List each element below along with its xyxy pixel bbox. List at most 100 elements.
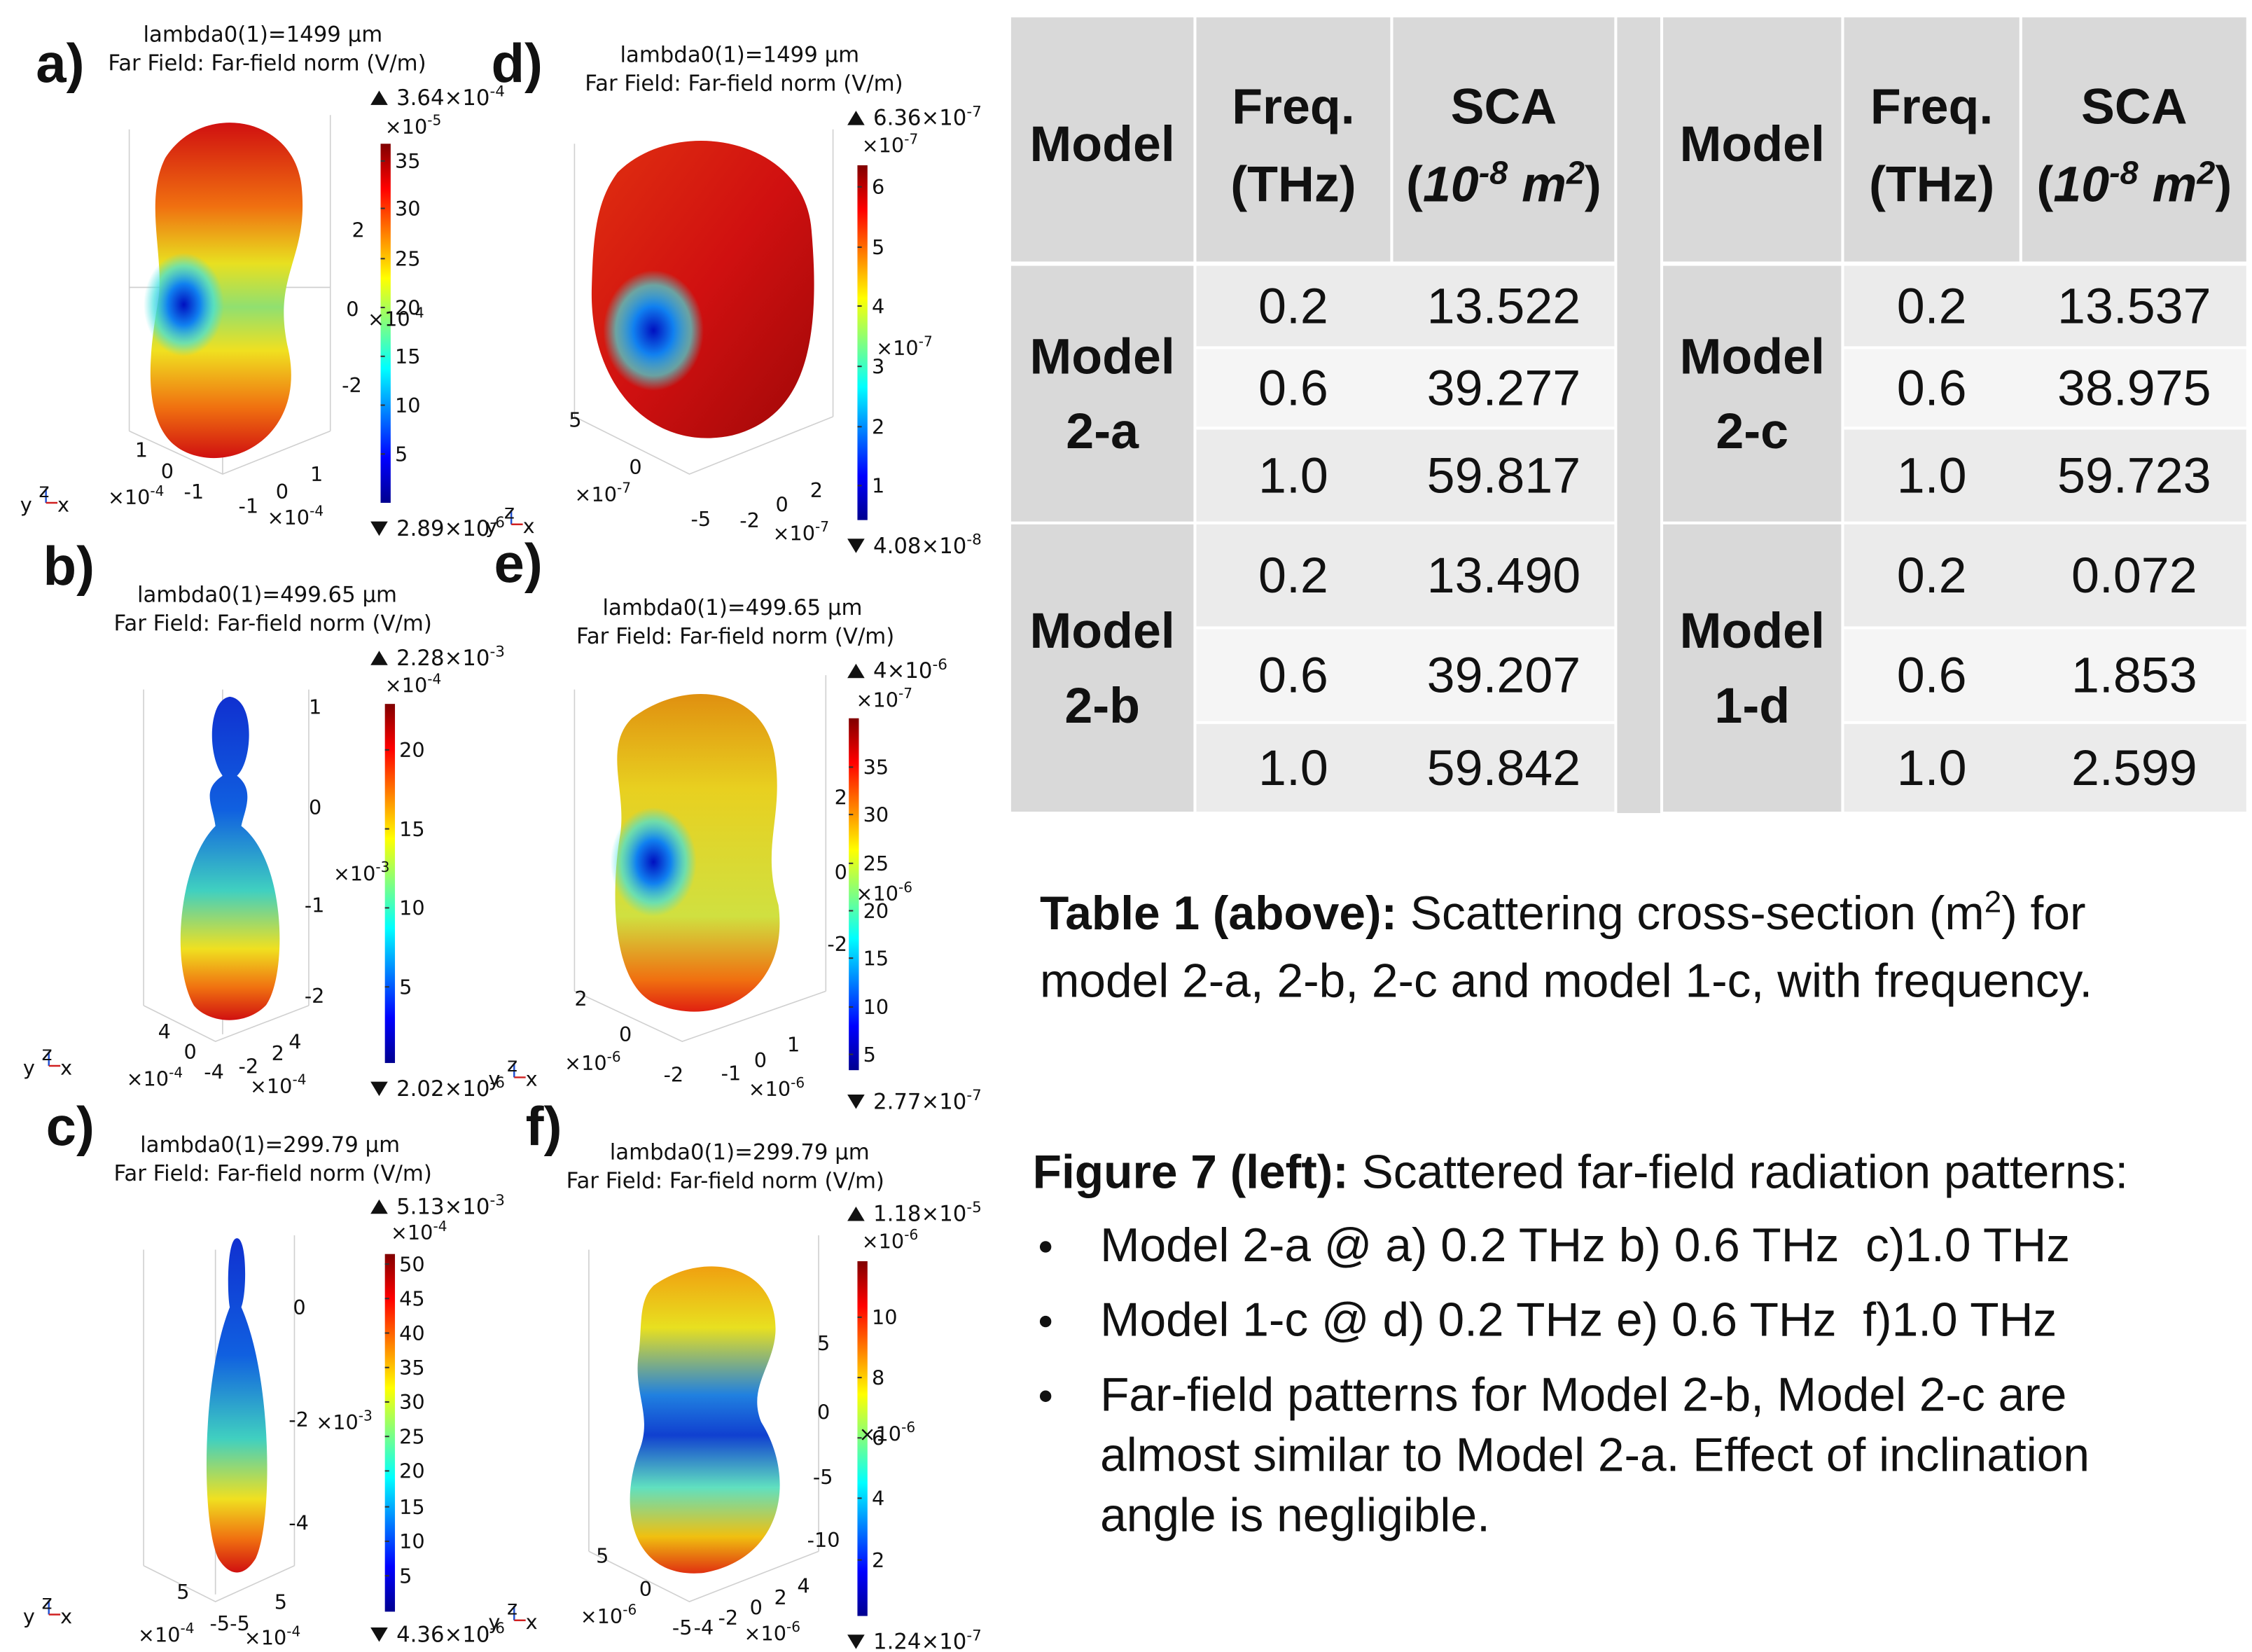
colorbar (384, 704, 396, 1063)
colorbar-tick-label: 4 (872, 294, 884, 318)
row-bg (1196, 265, 1615, 347)
cell-freq: 0.2 (1897, 548, 1967, 604)
colorbar-tick-label: 15 (395, 345, 421, 368)
axis-tick-label: ×10-7 (876, 333, 933, 359)
axis-tick-label: -5 (813, 1465, 833, 1489)
header-cell (1844, 17, 2020, 262)
unit-part: -8 (2109, 155, 2139, 191)
max-marker (370, 1199, 388, 1214)
cell-freq: 0.6 (1897, 648, 1967, 704)
axis-tick-label-base: ×10 (772, 521, 815, 545)
colorbar-tick-label: 20 (395, 296, 421, 319)
axis-tick-label-base: ×10 (244, 1626, 287, 1650)
panel-subtitle: Far Field: Far-field norm (V/m) (567, 1168, 884, 1193)
max-marker (370, 90, 388, 105)
min-label-base: 2.02×10 (396, 1076, 489, 1102)
axis-tick-label-exp: -4 (169, 1064, 183, 1081)
axis-tick-label: 5 (176, 1580, 189, 1604)
max-label: 4×10-6 (873, 656, 947, 683)
colorbar (380, 144, 391, 504)
axis-tick-label-exp: -6 (623, 1602, 637, 1618)
bullet (1039, 1241, 1052, 1253)
axis-tick-label: ×10-4 (368, 304, 424, 331)
panel-letter: a) (36, 32, 84, 94)
axis-tick-label-exp: -6 (898, 879, 912, 896)
colorbar-tick-label: 25 (395, 247, 421, 271)
axis-tick-label: 2 (810, 478, 823, 502)
axis-tick-label: -4 (289, 1511, 309, 1535)
row-bg (1844, 524, 2246, 627)
min-marker (370, 1627, 388, 1642)
axis-tick-label-base: ×10 (876, 336, 919, 360)
row-bg (1196, 524, 1615, 627)
header-unit: (10-8 m2) (1406, 155, 1601, 213)
max-marker (847, 1207, 865, 1221)
axis-tick-label: ×10-6 (749, 1074, 805, 1101)
axis-tick-label: ×10-7 (772, 518, 829, 545)
bullet (1039, 1315, 1052, 1328)
axis-tick-label: 0 (776, 492, 788, 516)
min-label-exp: -7 (966, 1627, 981, 1644)
axis-tick-label: ×10-7 (574, 480, 631, 506)
min-marker (370, 1081, 388, 1097)
colorbar-tick-label: 35 (395, 149, 421, 173)
header-text: Freq. (1870, 79, 1993, 135)
axis-tick-label-exp: -6 (786, 1618, 800, 1635)
min-label-exp: -6 (489, 1074, 504, 1092)
max-label-exp: -6 (932, 656, 947, 674)
model-name: Model (1680, 328, 1825, 384)
cell-sca: 59.842 (1427, 740, 1581, 796)
colorbar-tick-label: 5 (395, 443, 408, 466)
max-label-base: 2.28×10 (396, 646, 489, 671)
axis-tick-label-exp: -3 (375, 859, 389, 875)
colorbar (384, 1254, 396, 1612)
axis-tick-label: ×10-4 (126, 1064, 183, 1090)
colorbar-scale-exp: -5 (427, 112, 441, 129)
axis-tick-label: -5 (209, 1611, 230, 1635)
caption-text: ) for (2001, 887, 2085, 940)
colorbar-tick-label: 5 (399, 1564, 412, 1588)
row-bg (1196, 349, 1615, 427)
axis-tick-label: 2 (774, 1585, 787, 1609)
bullet-text: Model 2-a @ a) 0.2 THz b) 0.6 THz c)1.0 … (1100, 1219, 2070, 1272)
triad-label: x (60, 1604, 72, 1628)
cell-sca: 59.817 (1427, 448, 1581, 504)
unit-part: -8 (1479, 155, 1508, 191)
panel-letter: f) (526, 1095, 562, 1157)
header-cell (1393, 17, 1615, 262)
cell-freq: 1.0 (1258, 448, 1328, 504)
colorbar-scale-exp: -7 (898, 685, 912, 702)
panel-title: lambda0(1)=299.79 µm (610, 1139, 870, 1165)
cell-sca: 0.072 (2071, 548, 2197, 604)
axis-tick-label: 0 (750, 1596, 763, 1620)
axis-tick-label-exp: -7 (815, 518, 829, 535)
caption-sup: 2 (1985, 885, 2001, 919)
panel-title: lambda0(1)=1499 µm (144, 22, 383, 48)
unit-part: 10 (1423, 156, 1479, 212)
triad-label: z (507, 1053, 517, 1076)
panel-subtitle: Far Field: Far-field norm (V/m) (108, 51, 426, 76)
axis-tick-label: 0 (629, 455, 641, 479)
header-text: SCA (1451, 79, 1557, 135)
axis-tick-label: -5 (230, 1611, 250, 1635)
colorbar-tick-label: 6 (872, 175, 884, 199)
colorbar-tick-label: 35 (399, 1356, 425, 1380)
colorbar (849, 718, 859, 1071)
axis-tick-label: ×10-6 (859, 1419, 916, 1445)
colorbar-tick-label: 5 (399, 975, 412, 999)
cell-sca: 13.537 (2057, 279, 2211, 335)
axis-tick-label: -1 (184, 480, 204, 504)
colorbar-tick-label: 10 (395, 394, 421, 417)
cell-sca: 1.853 (2071, 648, 2197, 704)
axis-tick-label: ×10-4 (108, 483, 165, 509)
colorbar-tick-label: 3 (872, 354, 884, 378)
colorbar (857, 1261, 868, 1616)
axis-tick-label: 1 (135, 438, 148, 461)
axis-tick-label: -2 (305, 984, 325, 1008)
row-bg (1196, 629, 1615, 721)
panel-letter: e) (494, 532, 543, 594)
figure-caption: Figure 7 (left): Scattered far-field rad… (1033, 1146, 2129, 1198)
colorbar (857, 165, 868, 520)
unit-part: 10 (2053, 156, 2109, 212)
max-label: 2.28×10-3 (396, 643, 505, 670)
